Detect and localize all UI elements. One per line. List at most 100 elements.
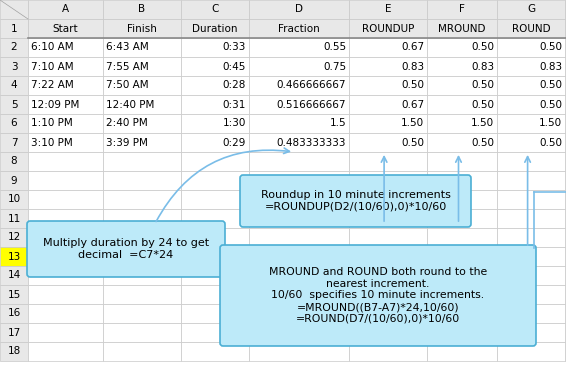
Bar	[103, 76, 181, 95]
Text: 3:10 PM: 3:10 PM	[31, 137, 73, 147]
Text: 12: 12	[7, 232, 20, 243]
Text: Fraction: Fraction	[278, 23, 320, 33]
Bar	[28, 19, 103, 38]
Bar	[28, 209, 103, 228]
Bar	[427, 133, 497, 152]
Bar	[0, 342, 28, 361]
Text: MROUND: MROUND	[438, 23, 486, 33]
Bar	[565, 247, 566, 266]
Text: A: A	[62, 5, 69, 15]
Bar	[497, 342, 565, 361]
Bar	[0, 114, 28, 133]
Bar	[249, 0, 349, 19]
Bar	[427, 228, 497, 247]
Bar	[565, 171, 566, 190]
Bar	[28, 228, 103, 247]
Text: 15: 15	[7, 290, 20, 300]
Bar	[103, 95, 181, 114]
Bar	[349, 323, 427, 342]
Text: 8: 8	[11, 157, 18, 167]
Text: 7: 7	[11, 137, 18, 147]
Bar	[0, 95, 28, 114]
Text: 3: 3	[11, 61, 18, 71]
Text: 6:43 AM: 6:43 AM	[106, 43, 149, 53]
Bar	[427, 209, 497, 228]
Text: B: B	[139, 5, 145, 15]
Text: 0:29: 0:29	[222, 137, 246, 147]
Bar	[249, 228, 349, 247]
Text: 1: 1	[11, 23, 18, 33]
Bar	[103, 152, 181, 171]
Bar	[565, 304, 566, 323]
Bar	[249, 133, 349, 152]
Bar	[0, 285, 28, 304]
Bar	[565, 0, 566, 19]
Text: 7:10 AM: 7:10 AM	[31, 61, 74, 71]
Bar	[565, 190, 566, 209]
Bar	[565, 38, 566, 57]
Text: 3:39 PM: 3:39 PM	[106, 137, 148, 147]
Bar	[181, 171, 249, 190]
Bar	[349, 76, 427, 95]
Text: 1:30: 1:30	[222, 119, 246, 129]
Bar	[28, 323, 103, 342]
Bar	[497, 323, 565, 342]
Bar	[349, 133, 427, 152]
Text: Roundup in 10 minute increments
=ROUNDUP(D2/(10/60),0)*10/60: Roundup in 10 minute increments =ROUNDUP…	[260, 190, 451, 212]
Bar	[249, 171, 349, 190]
Bar	[28, 76, 103, 95]
Bar	[0, 323, 28, 342]
Text: 0.483333333: 0.483333333	[277, 137, 346, 147]
Text: 2:40 PM: 2:40 PM	[106, 119, 148, 129]
Bar	[249, 266, 349, 285]
Text: 18: 18	[7, 346, 20, 356]
Bar	[565, 342, 566, 361]
Bar	[427, 171, 497, 190]
Bar	[565, 114, 566, 133]
Text: D: D	[295, 5, 303, 15]
Bar	[103, 0, 181, 19]
Bar	[565, 133, 566, 152]
Text: 0.516666667: 0.516666667	[277, 99, 346, 109]
Bar	[349, 171, 427, 190]
Text: 1.50: 1.50	[539, 119, 562, 129]
Bar	[497, 57, 565, 76]
Bar	[427, 323, 497, 342]
Bar	[497, 152, 565, 171]
Text: 7:22 AM: 7:22 AM	[31, 81, 74, 91]
Bar	[249, 304, 349, 323]
Text: 13: 13	[7, 252, 20, 262]
Bar	[0, 76, 28, 95]
Bar	[249, 95, 349, 114]
Text: 6:10 AM: 6:10 AM	[31, 43, 74, 53]
Bar	[249, 247, 349, 266]
Text: 0.50: 0.50	[401, 137, 424, 147]
Text: 0.466666667: 0.466666667	[277, 81, 346, 91]
Bar	[28, 114, 103, 133]
Bar	[497, 304, 565, 323]
Text: 0.50: 0.50	[471, 99, 494, 109]
Bar	[181, 38, 249, 57]
Text: C: C	[211, 5, 218, 15]
Text: 0.50: 0.50	[539, 43, 562, 53]
Bar	[28, 95, 103, 114]
Text: 0:33: 0:33	[222, 43, 246, 53]
Bar	[565, 209, 566, 228]
Bar	[497, 266, 565, 285]
Bar	[28, 342, 103, 361]
Text: 0.55: 0.55	[323, 43, 346, 53]
Bar	[0, 38, 28, 57]
Bar	[28, 285, 103, 304]
Bar	[249, 190, 349, 209]
Text: 1.50: 1.50	[471, 119, 494, 129]
Bar	[349, 0, 427, 19]
Bar	[103, 209, 181, 228]
Text: Finish: Finish	[127, 23, 157, 33]
Bar	[103, 228, 181, 247]
Bar	[249, 209, 349, 228]
Bar	[565, 266, 566, 285]
Bar	[103, 304, 181, 323]
Bar	[349, 247, 427, 266]
Bar	[249, 152, 349, 171]
Text: 10: 10	[7, 195, 20, 205]
